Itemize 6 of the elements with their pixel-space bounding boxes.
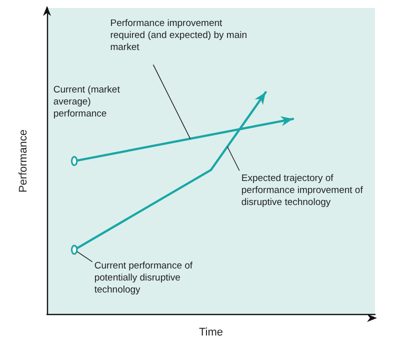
- y-axis-title: Performance: [18, 130, 30, 193]
- x-axis-title: Time: [198, 326, 224, 338]
- text: Performance improvement required (and expected) by main market: [110, 18, 250, 54]
- annotation: Expected trajectory of performance improvement of disruptive technology: [241, 173, 366, 208]
- annotation: Current (market average) performance: [53, 84, 122, 120]
- annotation: Current performance of potentially disruptive technology: [94, 260, 196, 296]
